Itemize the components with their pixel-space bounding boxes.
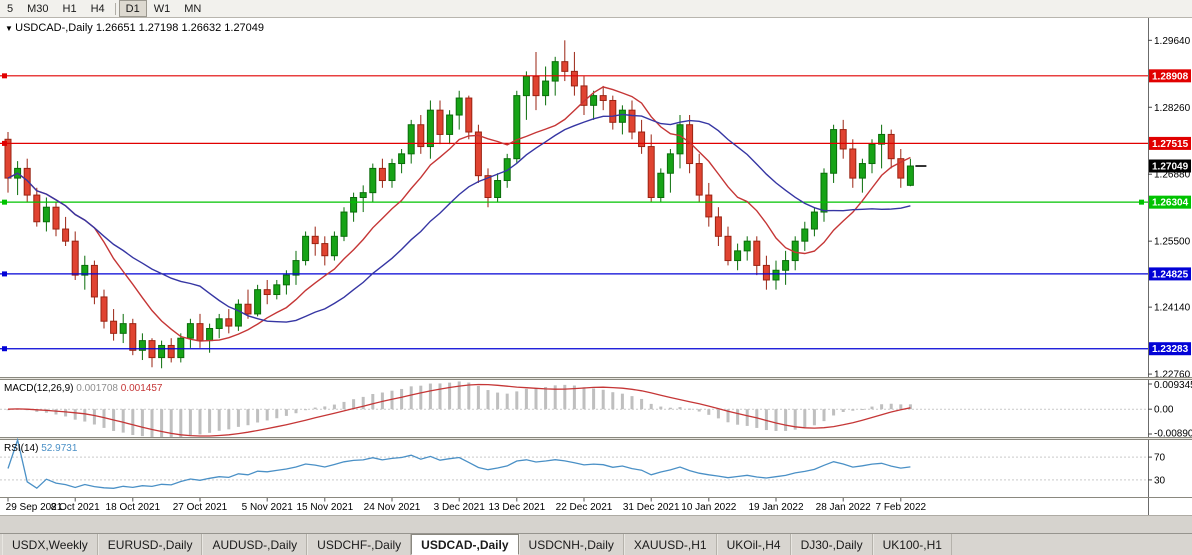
svg-text:70: 70 (1154, 453, 1166, 464)
svg-text:-0.00890: -0.00890 (1154, 429, 1192, 440)
hline-handle-right[interactable] (1139, 199, 1144, 205)
svg-text:1.24825: 1.24825 (1152, 269, 1189, 280)
timeframe-button-h1[interactable]: H1 (62, 2, 77, 15)
price-axis: 1.29640 1.28260 1.26880 1.25500 1.24140 1.227… (1148, 36, 1192, 486)
chart-tab-eurusddaily[interactable]: EURUSD-,Daily (97, 534, 203, 555)
svg-text:1.25500: 1.25500 (1154, 237, 1191, 248)
price-tag-1.26304: 1.26304 (1149, 195, 1191, 209)
svg-text:19 Jan 2022: 19 Jan 2022 (748, 502, 803, 513)
rsi-panel-splitter[interactable] (0, 437, 1192, 440)
svg-text:1.24140: 1.24140 (1154, 303, 1191, 314)
chart-tab-uk100h1[interactable]: UK100-,H1 (872, 534, 952, 555)
chart-tab-audusddaily[interactable]: AUDUSD-,Daily (202, 534, 308, 555)
svg-text:1.26880: 1.26880 (1154, 170, 1191, 181)
chart-tab-dj30daily[interactable]: DJ30-,Daily (790, 534, 873, 555)
hline-1.23283[interactable] (0, 346, 1148, 352)
timeframe-button-5[interactable]: 5 (7, 2, 14, 15)
price-tag-1.24825: 1.24825 (1149, 267, 1191, 281)
svg-text:5 Nov 2021: 5 Nov 2021 (242, 502, 294, 513)
timeframe-button-d1[interactable]: D1 (118, 0, 147, 17)
svg-text:1.28260: 1.28260 (1154, 103, 1191, 114)
svg-text:30: 30 (1154, 475, 1166, 486)
usdcad-daily-chart[interactable]: 1.29640 1.28260 1.26880 1.25500 1.24140 1.227… (0, 18, 1192, 533)
macd-signal-line (7, 383, 911, 437)
svg-text:15 Nov 2021: 15 Nov 2021 (296, 502, 353, 513)
current-price-tag: 1.27049 (1149, 159, 1191, 173)
svg-text:1.27049: 1.27049 (1152, 162, 1189, 173)
svg-text:1.28908: 1.28908 (1152, 71, 1189, 82)
chart-window[interactable]: 1.29640 1.28260 1.26880 1.25500 1.24140 1.227… (0, 18, 1192, 533)
svg-text:0.00: 0.00 (1154, 405, 1174, 416)
chart-tab-bar: USDX,Weekly EURUSD-,Daily AUDUSD-,Daily USD… (0, 533, 1192, 555)
hline-handle-left[interactable] (2, 199, 7, 205)
timeframe-toolbar: 5 M30 H1 H4 D1 W1 MN (0, 0, 1192, 18)
hline-handle-left[interactable] (2, 140, 7, 146)
chart-tab-usdchfdaily[interactable]: USDCHF-,Daily (307, 534, 412, 555)
chart-tab-xauusdh1[interactable]: XAUUSD-,H1 (623, 534, 717, 555)
svg-text:1.23283: 1.23283 (1152, 344, 1189, 355)
timeframe-button-mn[interactable]: MN (184, 2, 202, 15)
svg-text:28 Jan 2022: 28 Jan 2022 (816, 502, 871, 513)
svg-text:22 Dec 2021: 22 Dec 2021 (556, 502, 613, 513)
hline-1.27515[interactable] (0, 140, 1148, 146)
horizontal-scrollbar[interactable] (0, 515, 1192, 533)
svg-text:24 Nov 2021: 24 Nov 2021 (364, 502, 421, 513)
price-tag-1.27515: 1.27515 (1149, 136, 1191, 150)
chart-tab-usdcaddaily[interactable]: USDCAD-,Daily (411, 534, 519, 555)
price-tag-1.28908: 1.28908 (1149, 69, 1191, 83)
toolbar-separator (114, 2, 116, 15)
chart-tab-ukoilh4[interactable]: UKOil-,H4 (716, 534, 791, 555)
chart-tab-usdxweekly[interactable]: USDX,Weekly (2, 534, 98, 555)
svg-text:10 Jan 2022: 10 Jan 2022 (681, 502, 736, 513)
timeframe-button-w1[interactable]: W1 (153, 2, 171, 15)
hline-1.24825[interactable] (0, 271, 1148, 277)
price-tag-1.23283: 1.23283 (1149, 342, 1191, 356)
svg-text:18 Oct 2021: 18 Oct 2021 (106, 502, 161, 513)
svg-text:8 Oct 2021: 8 Oct 2021 (51, 502, 100, 513)
hline-handle-left[interactable] (2, 346, 7, 352)
quote-info-line: ▼ USDCAD-,Daily 1.26651 1.27198 1.26632 … (5, 22, 264, 34)
svg-text:29 Sep 2021: 29 Sep 2021 (6, 502, 63, 513)
chart-tab-usdcnhdaily[interactable]: USDCNH-,Daily (518, 534, 624, 555)
candlestick-series (4, 40, 914, 369)
svg-text:1.26304: 1.26304 (1152, 198, 1189, 209)
hline-1.26304[interactable] (0, 199, 1148, 205)
ma-21-line (7, 113, 911, 323)
svg-text:3 Dec 2021: 3 Dec 2021 (434, 502, 486, 513)
hline-handle-left[interactable] (2, 73, 7, 79)
rsi-line (7, 437, 911, 490)
ma-10-line (7, 86, 911, 342)
hline-handle-left[interactable] (2, 271, 7, 277)
rsi-label: RSI(14) 52.9731 (4, 443, 78, 454)
svg-text:27 Oct 2021: 27 Oct 2021 (173, 502, 228, 513)
hline-1.28908[interactable] (0, 73, 1148, 79)
svg-text:7 Feb 2022: 7 Feb 2022 (875, 502, 926, 513)
svg-text:13 Dec 2021: 13 Dec 2021 (488, 502, 545, 513)
timeframe-button-m30[interactable]: M30 (27, 2, 49, 15)
timeframe-button-h4[interactable]: H4 (90, 2, 105, 15)
svg-text:0.009345: 0.009345 (1154, 380, 1192, 391)
svg-text:31 Dec 2021: 31 Dec 2021 (623, 502, 680, 513)
macd-label: MACD(12,26,9) 0.001708 0.001457 (4, 383, 163, 394)
svg-text:1.29640: 1.29640 (1154, 36, 1191, 47)
macd-panel-splitter[interactable] (0, 377, 1192, 380)
svg-text:1.22760: 1.22760 (1154, 370, 1191, 381)
svg-text:1.27515: 1.27515 (1152, 139, 1189, 150)
